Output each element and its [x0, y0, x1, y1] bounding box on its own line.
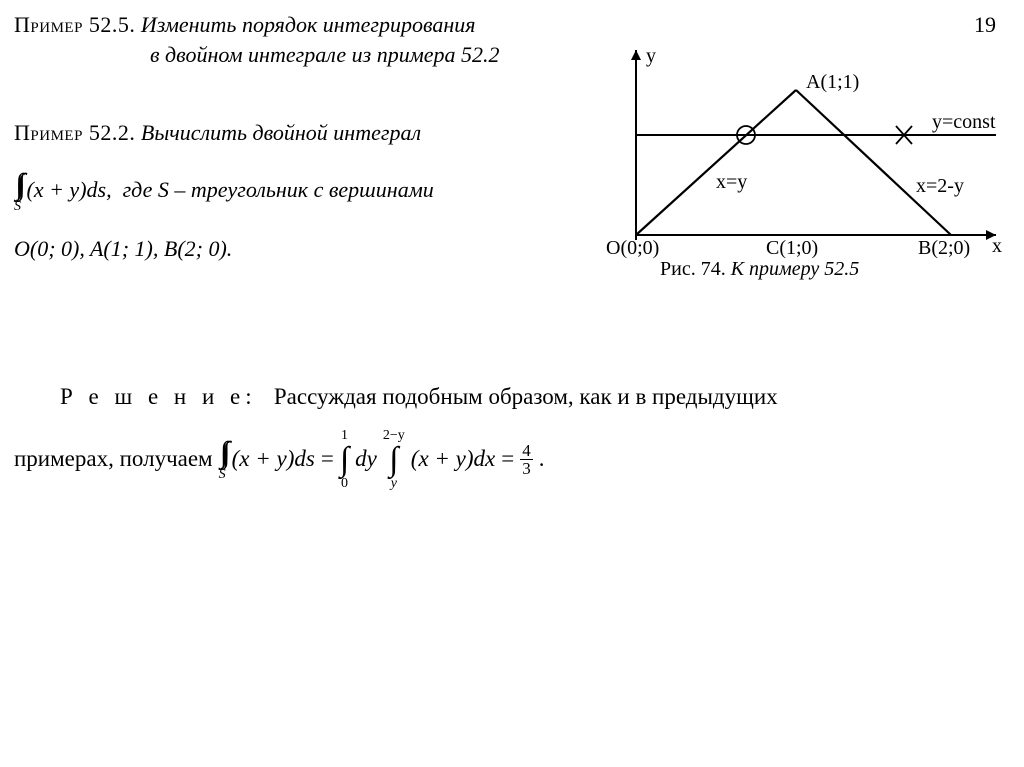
solution-block: Р е ш е н и е: Рассуждая подобным образо…	[60, 380, 970, 491]
fig-text: К примеру 52.5	[731, 258, 860, 280]
solution-label: Р е ш е н и е:	[60, 384, 257, 409]
example-a-text1: Изменить порядок интегрирования	[141, 12, 476, 37]
sol-integrand: (x + y)ds	[232, 442, 315, 477]
svg-text:x: x	[992, 235, 1002, 257]
fraction-4-3: 4 3	[520, 442, 533, 477]
double-integral-symbol: ∫∫ S	[14, 170, 21, 214]
region-text: где S – треугольник с вершинами	[123, 177, 434, 202]
solution-text2: примерах, получаем	[14, 442, 213, 477]
fig-num: Рис. 74.	[660, 258, 726, 280]
example-a-text2: в двойном интеграле из примера 52.2	[14, 42, 574, 68]
svg-text:x=y: x=y	[716, 171, 747, 193]
svg-text:B(2;0): B(2;0)	[918, 237, 970, 259]
svg-text:O(0;0): O(0;0)	[606, 237, 659, 259]
integrand2: (x + y)dx	[411, 442, 495, 477]
figure-74: y x A(1;1) x=y x=2-y y=const O(0;0) C(1;…	[596, 40, 1006, 270]
example-b-text: Вычислить двойной интеграл	[141, 120, 421, 145]
dy: dy	[355, 442, 377, 477]
region-S: S	[14, 200, 21, 214]
frac-den: 3	[520, 460, 533, 477]
example-52-5: Пример 52.5. Изменить порядок интегриров…	[14, 12, 574, 68]
sol-dint-sub: S	[219, 468, 226, 482]
svg-text:C(1;0): C(1;0)	[766, 237, 818, 259]
example-b-label: Пример 52.2.	[14, 120, 135, 145]
figure-caption: Рис. 74. К примеру 52.5	[660, 258, 859, 281]
vertices: O(0; 0), A(1; 1), B(2; 0).	[14, 236, 232, 262]
int-dx: 2−y ∫ y	[383, 429, 405, 491]
frac-num: 4	[520, 442, 533, 460]
svg-text:y=const: y=const	[932, 111, 996, 133]
int-dy: 1 ∫ 0	[340, 429, 349, 491]
integrand: (x + y)ds,	[27, 177, 112, 202]
page-number: 19	[974, 12, 996, 38]
example-52-2: Пример 52.2. Вычислить двойной интеграл	[14, 120, 574, 146]
svg-text:x=2-y: x=2-y	[916, 175, 964, 197]
svg-text:A(1;1): A(1;1)	[806, 71, 859, 93]
eq2: =	[501, 442, 514, 477]
svg-text:y: y	[646, 45, 656, 67]
sol-dint: ∫∫ S	[219, 438, 226, 482]
int2-lower: y	[383, 477, 405, 491]
int1-lower: 0	[340, 477, 349, 491]
period: .	[539, 442, 545, 477]
double-integral-expr: ∫∫ S (x + y)ds, где S – треугольник с ве…	[14, 170, 574, 214]
solution-text1: Рассуждая подобным образом, как и в пред…	[274, 384, 778, 409]
example-a-label: Пример 52.5.	[14, 12, 135, 37]
eq1: =	[321, 442, 334, 477]
